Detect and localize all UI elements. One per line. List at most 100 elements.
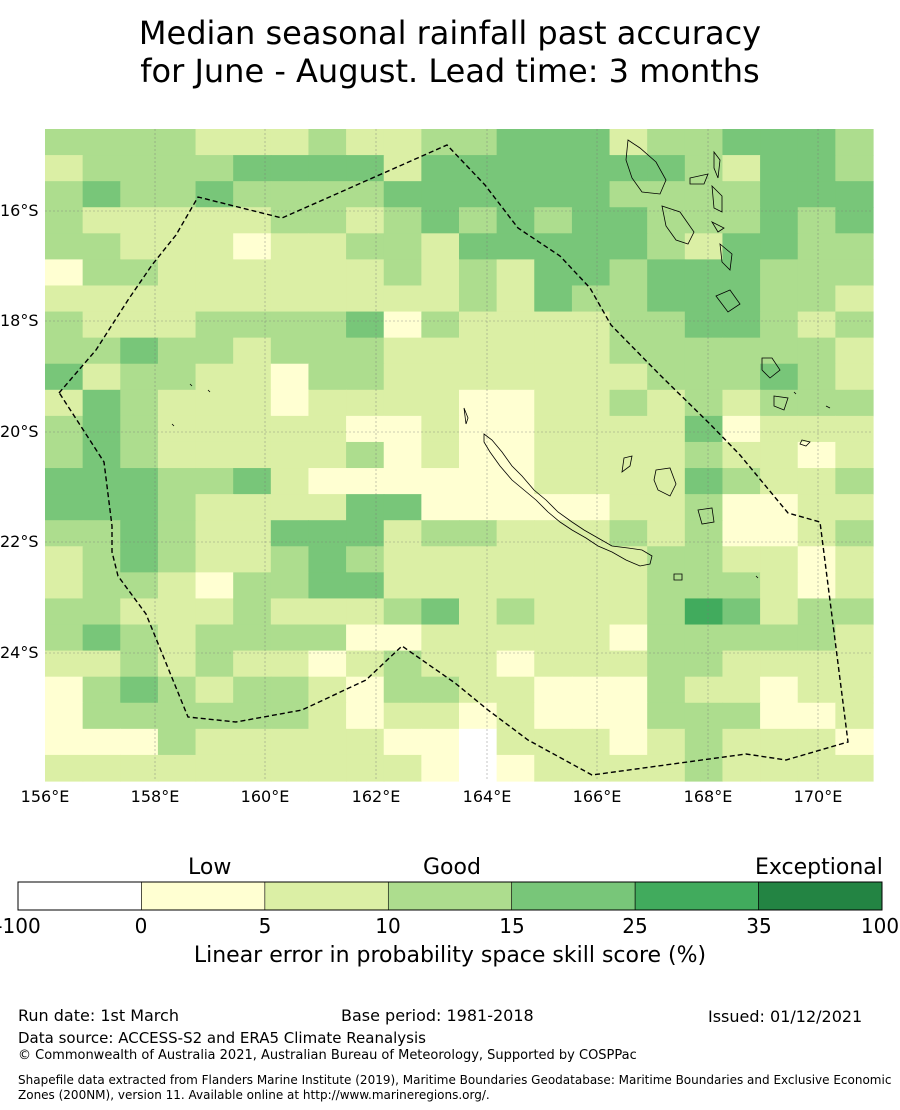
grid-cell — [346, 233, 385, 260]
colorbar-swatch — [511, 881, 636, 911]
grid-cell — [157, 441, 197, 469]
grid-cell — [835, 181, 874, 208]
grid-cell — [270, 572, 310, 600]
grid-cell — [609, 337, 648, 365]
grid-cell — [571, 129, 611, 156]
grid-cell — [684, 441, 724, 469]
grid-cell — [647, 259, 686, 287]
grid-cell — [308, 337, 347, 365]
grid-cell — [459, 415, 498, 443]
grid-cell — [797, 337, 836, 365]
grid-cell — [609, 181, 648, 208]
grid-cell — [571, 494, 611, 521]
grid-cell — [459, 702, 498, 730]
grid-cell — [609, 546, 648, 573]
grid-cell — [308, 572, 347, 600]
grid-cell — [233, 363, 272, 391]
grid-cell — [157, 728, 197, 756]
grid-cell — [722, 650, 761, 678]
issued-date: Issued: 01/12/2021 — [708, 1007, 863, 1026]
grid-cell — [421, 285, 460, 313]
grid-cell — [157, 181, 197, 208]
grid-cell — [459, 598, 498, 626]
grid-cell — [157, 415, 197, 443]
grid-cell — [421, 598, 460, 626]
grid-cell — [233, 285, 272, 313]
grid-cell — [534, 181, 573, 208]
grid-cell — [459, 129, 498, 156]
grid-cell — [82, 572, 121, 600]
grid-cell — [421, 520, 460, 547]
grid-cell — [760, 285, 799, 313]
grid-cell — [760, 728, 799, 756]
grid-cell — [496, 155, 535, 182]
grid-cell — [722, 546, 761, 573]
grid-cell — [45, 546, 84, 573]
grid-cell — [684, 650, 724, 678]
grid-cell — [195, 572, 234, 600]
grid-cell — [835, 520, 874, 547]
grid-cell — [459, 441, 498, 469]
grid-cell — [835, 415, 874, 443]
grid-cell — [421, 363, 460, 391]
grid-cell — [760, 624, 799, 652]
grid-cell — [647, 311, 686, 339]
grid-cell — [534, 572, 573, 600]
grid-cell — [308, 233, 347, 260]
grid-cell — [157, 233, 197, 260]
grid-cell — [195, 520, 234, 547]
grid-cell — [421, 441, 460, 469]
grid-cell — [684, 494, 724, 521]
grid-cell — [571, 572, 611, 600]
grid-cell — [797, 572, 836, 600]
skill-grid — [45, 129, 874, 782]
grid-cell — [233, 546, 272, 573]
grid-cell — [120, 389, 159, 417]
shapefile-credit: Shapefile data extracted from Flanders M… — [18, 1073, 892, 1102]
grid-cell — [383, 728, 422, 756]
grid-cell — [722, 389, 761, 417]
grid-cell — [270, 311, 310, 339]
grid-cell — [609, 415, 648, 443]
grid-cell — [346, 728, 385, 756]
grid-cell — [421, 233, 460, 260]
colorbar — [17, 881, 883, 911]
grid-cell — [722, 181, 761, 208]
grid-cell — [195, 650, 234, 678]
grid-cell — [684, 389, 724, 417]
grid-cell — [308, 441, 347, 469]
grid-cell — [421, 572, 460, 600]
grid-cell — [120, 520, 159, 547]
grid-cell — [233, 155, 272, 182]
grid-cell — [233, 520, 272, 547]
grid-cell — [797, 129, 836, 156]
grid-cell — [534, 233, 573, 260]
grid-cell — [270, 181, 310, 208]
grid-cell — [421, 754, 460, 782]
grid-cell — [797, 624, 836, 652]
grid-cell — [45, 285, 84, 313]
grid-cell — [308, 363, 347, 391]
grid-cell — [835, 728, 874, 756]
grid-cell — [459, 650, 498, 678]
grid-cell — [45, 754, 84, 782]
grid-cell — [270, 520, 310, 547]
grid-cell — [496, 415, 535, 443]
grid-cell — [722, 337, 761, 365]
grid-cell — [308, 285, 347, 313]
grid-cell — [835, 337, 874, 365]
grid-cell — [270, 676, 310, 704]
grid-cell — [797, 415, 836, 443]
grid-cell — [195, 259, 234, 287]
grid-cell — [459, 363, 498, 391]
grid-cell — [571, 337, 611, 365]
grid-cell — [684, 415, 724, 443]
grid-cell — [722, 441, 761, 469]
grid-cell — [120, 598, 159, 626]
grid-cell — [45, 129, 84, 156]
grid-cell — [835, 285, 874, 313]
lon-label-162e: 162°E — [351, 787, 401, 806]
grid-cell — [609, 624, 648, 652]
grid-cell — [835, 468, 874, 495]
grid-cell — [346, 389, 385, 417]
